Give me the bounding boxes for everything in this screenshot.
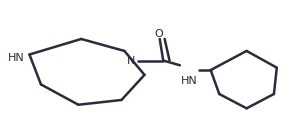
Text: HN: HN <box>8 53 25 63</box>
Text: O: O <box>154 29 163 39</box>
Text: HN: HN <box>181 76 197 86</box>
Text: N: N <box>127 56 136 65</box>
